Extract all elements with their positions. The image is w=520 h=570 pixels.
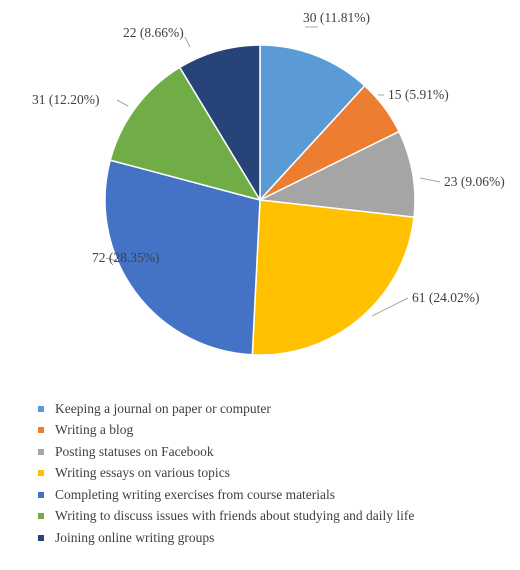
data-label: 23 (9.06%) <box>444 174 505 189</box>
data-label: 61 (24.02%) <box>412 290 480 305</box>
pie-slices <box>104 44 416 356</box>
legend-label: Completing writing exercises from course… <box>55 486 336 502</box>
legend-label: Posting statuses on Facebook <box>55 443 214 459</box>
data-label: 72 (28.35%) <box>92 250 160 265</box>
legend-swatch <box>38 427 44 434</box>
legend-label: Writing essays on various topics <box>55 465 230 481</box>
legend-swatch <box>38 534 44 541</box>
leader-line <box>116 99 129 107</box>
chart-legend: Keeping a journal on paper or computer Wr… <box>38 398 414 549</box>
legend-swatch <box>38 491 44 498</box>
legend-item: Writing essays on various topics <box>38 463 414 485</box>
data-label: 15 (5.91%) <box>388 87 449 102</box>
legend-item: Writing a blog <box>38 420 414 442</box>
leader-line <box>105 257 118 262</box>
pie-chart: 30 (11.81%) 15 (5.91%) 23 (9.06%) 61 (24.02… <box>32 10 505 356</box>
legend-swatch <box>38 513 44 520</box>
data-label: 31 (12.20%) <box>32 92 100 107</box>
pie-slice <box>109 66 262 202</box>
pie-slice <box>104 159 261 356</box>
leader-line <box>419 177 441 183</box>
legend-swatch <box>38 470 44 477</box>
pie-slice <box>178 44 261 203</box>
legend-label: Joining online writing groups <box>55 529 215 545</box>
legend-item: Posting statuses on Facebook <box>38 441 414 463</box>
data-label: 22 (8.66%) <box>123 25 184 40</box>
legend-swatch <box>38 405 44 412</box>
pie-slice <box>257 130 416 219</box>
legend-swatch <box>38 448 44 455</box>
data-label: 30 (11.81%) <box>303 10 370 25</box>
legend-item: Writing to discuss issues with friends a… <box>38 506 414 528</box>
legend-item: Joining online writing groups <box>38 527 414 549</box>
legend-label: Writing to discuss issues with friends a… <box>55 508 415 524</box>
legend-label: Keeping a journal on paper or computer <box>55 400 271 416</box>
pie-slice <box>251 199 415 356</box>
leader-line <box>371 297 409 317</box>
leader-line <box>184 36 191 48</box>
pie-slice <box>259 44 366 202</box>
legend-item: Keeping a journal on paper or computer <box>38 398 414 420</box>
legend-item: Completing writing exercises from course… <box>38 484 414 506</box>
legend-label: Writing a blog <box>55 422 134 438</box>
